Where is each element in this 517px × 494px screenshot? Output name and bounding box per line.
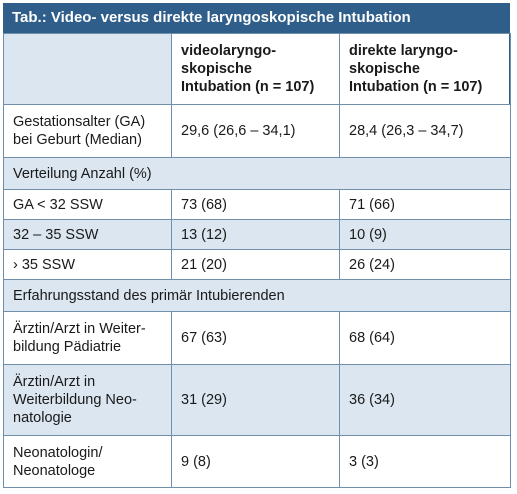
cell-direct: 10 (9) xyxy=(339,219,511,250)
cell-direct: 36 (34) xyxy=(339,364,511,436)
row-label-line: Ärztin/Arzt in Weiter- xyxy=(13,321,146,337)
header-video-line: skopische xyxy=(181,61,252,77)
header-direct: direkte laryngo- skopische Intubation (n… xyxy=(339,33,511,105)
row-label: 32 – 35 SSW xyxy=(3,219,172,250)
row-label: Ärztin/Arzt in Weiter- bildung Pädiatrie xyxy=(3,311,172,365)
row-label: › 35 SSW xyxy=(3,249,172,280)
section-label: Erfahrungsstand des primär Intubierenden xyxy=(3,279,511,312)
cell-direct: 26 (24) xyxy=(339,249,511,280)
data-table: videolaryngo- skopische Intubation (n = … xyxy=(3,33,511,488)
table-title: Tab.: Video- versus direkte laryngoskopi… xyxy=(3,3,510,33)
cell-video: 29,6 (26,6 – 34,1) xyxy=(171,104,340,158)
cell-direct: 28,4 (26,3 – 34,7) xyxy=(339,104,511,158)
cell-video: 67 (63) xyxy=(171,311,340,365)
row-label-line: Ärztin/Arzt in xyxy=(13,374,96,390)
table-row: 32 – 35 SSW 13 (12) 10 (9) xyxy=(3,219,511,250)
header-video: videolaryngo- skopische Intubation (n = … xyxy=(171,33,340,105)
row-label-line: bei Geburt (Median) xyxy=(13,132,142,148)
row-label: Gestationsalter (GA) bei Geburt (Median) xyxy=(3,104,172,158)
row-label-line: natologie xyxy=(13,410,72,426)
cell-video: 21 (20) xyxy=(171,249,340,280)
cell-video: 13 (12) xyxy=(171,219,340,250)
row-label-line: Neonatologe xyxy=(13,462,96,479)
table-row: Neonatologin/ Neonatologe 9 (8) 3 (3) xyxy=(3,435,511,488)
section-row: Erfahrungsstand des primär Intubierenden xyxy=(3,279,511,312)
header-video-line: Intubation (n = 107) xyxy=(181,79,315,95)
table-row: Ärztin/Arzt in Weiter- bildung Pädiatrie… xyxy=(3,311,511,365)
header-direct-line: Intubation (n = 107) xyxy=(349,79,483,95)
cell-direct: 71 (66) xyxy=(339,189,511,220)
header-row: videolaryngo- skopische Intubation (n = … xyxy=(3,33,511,105)
cell-video: 31 (29) xyxy=(171,364,340,436)
header-video-line: videolaryngo- xyxy=(181,43,277,59)
table-row: Ärztin/Arzt in Weiterbildung Neo- natolo… xyxy=(3,364,511,436)
cell-direct: 3 (3) xyxy=(339,435,511,488)
row-label-line: Gestationsalter (GA) xyxy=(13,114,146,130)
row-label-line: bildung Pädiatrie xyxy=(13,339,122,355)
section-row: Verteilung Anzahl (%) xyxy=(3,157,511,190)
cell-direct: 68 (64) xyxy=(339,311,511,365)
table-row: GA < 32 SSW 73 (68) 71 (66) xyxy=(3,189,511,220)
row-label-line: Neonatologin/ xyxy=(13,444,103,461)
row-label: Ärztin/Arzt in Weiterbildung Neo- natolo… xyxy=(3,364,172,436)
header-direct-line: skopische xyxy=(349,61,420,77)
row-label: GA < 32 SSW xyxy=(3,189,172,220)
row-label: Neonatologin/ Neonatologe xyxy=(3,435,172,488)
cell-video: 9 (8) xyxy=(171,435,340,488)
cell-video: 73 (68) xyxy=(171,189,340,220)
header-empty-cell xyxy=(3,33,172,105)
table-row: › 35 SSW 21 (20) 26 (24) xyxy=(3,249,511,280)
row-label-line: Weiterbildung Neo- xyxy=(13,392,137,408)
section-label: Verteilung Anzahl (%) xyxy=(3,157,511,190)
table-row: Gestationsalter (GA) bei Geburt (Median)… xyxy=(3,104,511,158)
header-direct-line: direkte laryngo- xyxy=(349,43,458,59)
